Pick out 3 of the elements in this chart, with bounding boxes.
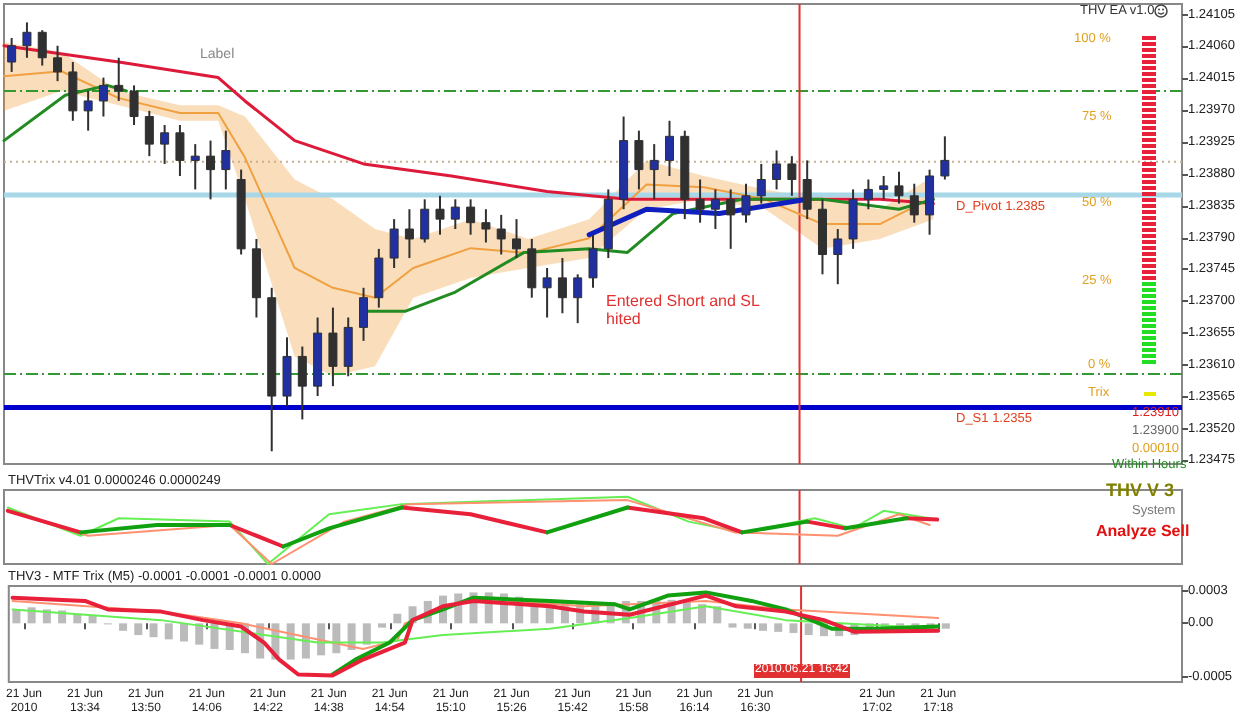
annotation: Analyze Sell [1096, 522, 1190, 540]
annotation: Entered Short and SL hited [606, 292, 762, 328]
annotation: THV V 3 [1106, 480, 1175, 500]
